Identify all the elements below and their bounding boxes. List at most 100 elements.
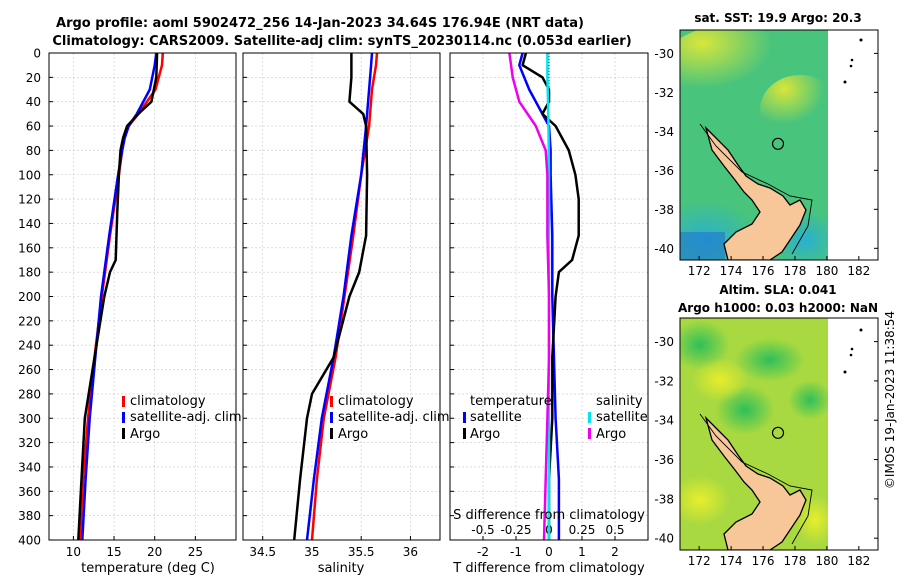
- title-line-2: Climatology: CARS2009. Satellite-adj cli…: [52, 34, 631, 49]
- map-y-tick-label: -32: [654, 86, 674, 100]
- map-y-tick-label: -36: [654, 453, 674, 467]
- island-dot: [859, 38, 863, 42]
- x-tick-label: 36: [403, 545, 418, 559]
- map-y-tick-label: -40: [654, 242, 674, 256]
- y-tick-label: 200: [18, 290, 41, 304]
- map-y-tick-label: -30: [654, 335, 674, 349]
- y-tick-label: 20: [26, 71, 41, 85]
- legend-swatch-sal-satellite: [588, 412, 591, 423]
- sla-low-patch: [788, 380, 832, 420]
- map-x-tick-label: 178: [784, 554, 807, 568]
- y-tick-label: 140: [18, 217, 41, 231]
- y-tick-label: 60: [26, 120, 41, 134]
- y-tick-label: 380: [18, 509, 41, 523]
- island-dot: [850, 58, 854, 62]
- island-dot: [849, 64, 853, 68]
- y-tick-label: 80: [26, 144, 41, 158]
- map-x-tick-label: 182: [847, 554, 870, 568]
- map-x-tick-label: 178: [784, 264, 807, 278]
- map-x-tick-label: 172: [688, 264, 711, 278]
- legend-label-climatology: climatology: [130, 394, 206, 409]
- legend-label-satellite: satellite-adj. clim: [130, 410, 242, 425]
- sla-map-title-1: Altim. SLA: 0.041: [719, 283, 836, 297]
- salinity-legend: climatology satellite-adj. clim Argo: [330, 394, 450, 442]
- land-contour: [699, 413, 813, 545]
- x-tick-label: 15: [106, 545, 121, 559]
- series-line-temperature-satellite: [518, 52, 561, 540]
- salinity-frame: [242, 52, 441, 541]
- t-difference-axis-label: T difference from climatology: [452, 561, 645, 576]
- legend-swatch-argo: [122, 428, 125, 439]
- salinity-panel: 34.5 35 35.5 36: [242, 52, 441, 559]
- sst-map: 172 174 176 178 180 182 -30 -32 -34 -36 -38 -40: [654, 29, 879, 278]
- x-tick-label: 25: [188, 545, 203, 559]
- x-tick-label: 0: [545, 545, 553, 559]
- argo-position-marker: [771, 426, 785, 439]
- map-x-tick-label: 174: [720, 264, 743, 278]
- series-line-salinity-argo: [508, 52, 551, 541]
- x-tick-label: 35: [304, 545, 319, 559]
- map-x-tick-label: 176: [752, 554, 775, 568]
- legend-label-climatology: climatology: [338, 394, 414, 409]
- map-x-tick-label: 174: [720, 554, 743, 568]
- sla-low-patch: [735, 338, 805, 382]
- map-y-tick-label: -30: [654, 47, 674, 61]
- y-tick-label: 220: [18, 314, 41, 328]
- sst-warm-patch: [760, 75, 840, 145]
- difference-legend: temperature satellite Argo salinity sate…: [463, 394, 648, 442]
- legend-swatch-satellite: [122, 412, 125, 423]
- difference-panel: -2 -1 0 1 2-0.5 -0.25 0 0.25 0.5: [449, 52, 649, 559]
- series-line-argo: [77, 52, 159, 541]
- map-x-tick-label: 176: [752, 264, 775, 278]
- legend-label-argo: Argo: [130, 427, 160, 442]
- s-difference-axis-label: S difference from climatology: [453, 508, 645, 523]
- legend-title-temperature: temperature: [470, 394, 552, 409]
- legend-swatch-temp-argo: [463, 428, 466, 439]
- y-tick-label: 120: [18, 193, 41, 207]
- legend-label-sal-argo: Argo: [596, 427, 626, 442]
- y-tick-label: 260: [18, 363, 41, 377]
- legend-swatch-climatology: [122, 396, 125, 407]
- y-tick-label: 100: [18, 168, 41, 182]
- sst-map-title: sat. SST: 19.9 Argo: 20.3: [694, 11, 861, 25]
- island-dot: [843, 370, 847, 374]
- series-line-satellite-adj-clim: [305, 52, 374, 541]
- x-tick-label: 34.5: [249, 545, 276, 559]
- temperature-panel: 0 20 40 60 80 100 120 140 160 180 200 220 240 260 280 3…: [18, 47, 237, 559]
- sla-high-patch: [795, 495, 835, 545]
- sst-no-data-strip: [828, 30, 878, 260]
- island-dot: [859, 328, 863, 332]
- sla-low-patch: [680, 320, 730, 370]
- temperature-axis-label: temperature (deg C): [81, 561, 215, 576]
- x-tick-label: 20: [147, 545, 162, 559]
- sla-high-patch: [680, 475, 730, 525]
- sla-map-axes: 172 174 176 178 180 182 -30 -32 -34 -36 -38 -40: [654, 335, 878, 568]
- y-tick-label: 360: [18, 485, 41, 499]
- legend-title-salinity: salinity: [596, 394, 643, 409]
- map-x-tick-label: 182: [847, 264, 870, 278]
- y-tick-label: 300: [18, 412, 41, 426]
- map-x-tick-label: 180: [815, 264, 838, 278]
- y-tick-label: 160: [18, 241, 41, 255]
- legend-swatch-climatology: [330, 396, 333, 407]
- series-line-argo: [292, 53, 369, 541]
- s-tick-label: 0.5: [605, 523, 624, 537]
- y-tick-label: 340: [18, 460, 41, 474]
- y-tick-label: 180: [18, 266, 41, 280]
- difference-frame: [449, 52, 649, 541]
- title-line-1: Argo profile: aoml 5902472_256 14-Jan-20…: [56, 16, 584, 31]
- temperature-frame: [48, 52, 237, 541]
- sla-map: 172 174 176 178 180 182 -30 -32 -34 -36 -38 -40: [654, 317, 879, 568]
- map-x-tick-label: 172: [688, 554, 711, 568]
- map-y-tick-label: -32: [654, 374, 674, 388]
- s-tick-label: 0.25: [569, 523, 596, 537]
- legend-swatch-argo: [330, 428, 333, 439]
- legend-swatch-satellite: [330, 412, 333, 423]
- x-tick-label: 2: [611, 545, 619, 559]
- legend-label-temp-argo: Argo: [470, 427, 500, 442]
- sst-map-axes: 172 174 176 178 180 182 -30 -32 -34 -36 -38 -40: [654, 47, 878, 278]
- island-dot: [843, 80, 847, 84]
- argo-position-marker: [771, 137, 785, 150]
- map-x-tick-label: 180: [815, 554, 838, 568]
- sla-map-frame: [679, 317, 879, 551]
